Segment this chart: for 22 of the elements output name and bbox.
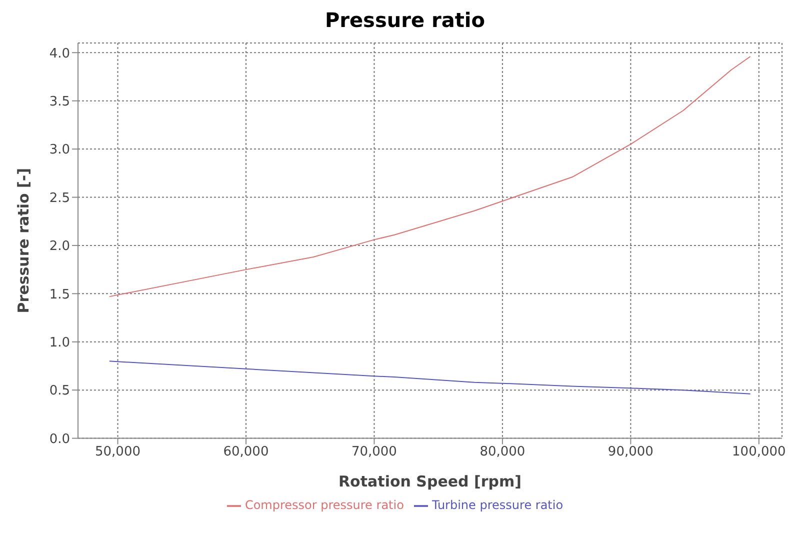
y-axis-title: Pressure ratio [-] xyxy=(14,168,32,314)
x-tick-label: 90,000 xyxy=(608,444,654,460)
y-tick-label: 0.5 xyxy=(49,384,70,399)
line-series xyxy=(108,56,751,298)
y-tick-label: 2.0 xyxy=(49,239,70,254)
y-tick-label: 1.5 xyxy=(49,287,70,302)
y-tick-label: 2.5 xyxy=(49,190,70,206)
y-tick-label: 1.0 xyxy=(49,335,70,350)
x-tick-label: 50,000 xyxy=(95,444,140,460)
y-tick-label: 3.5 xyxy=(49,94,70,110)
y-tick-label: 0.0 xyxy=(49,432,70,447)
x-tick-label: 80,000 xyxy=(480,444,526,460)
x-tick-label: 70,000 xyxy=(351,444,397,460)
y-tick-label: 3.0 xyxy=(49,142,70,158)
y-tick-label: 4.0 xyxy=(49,46,70,62)
x-tick-label: 60,000 xyxy=(223,444,269,460)
legend-label: Compressor pressure ratio xyxy=(244,498,404,512)
chart-title: Pressure ratio xyxy=(324,8,486,34)
line-series xyxy=(108,360,751,394)
legend-label: Turbine pressure ratio xyxy=(432,498,564,512)
x-tick-label: 100,000 xyxy=(732,444,786,460)
x-axis-title: Rotation Speed [rpm] xyxy=(338,472,522,490)
